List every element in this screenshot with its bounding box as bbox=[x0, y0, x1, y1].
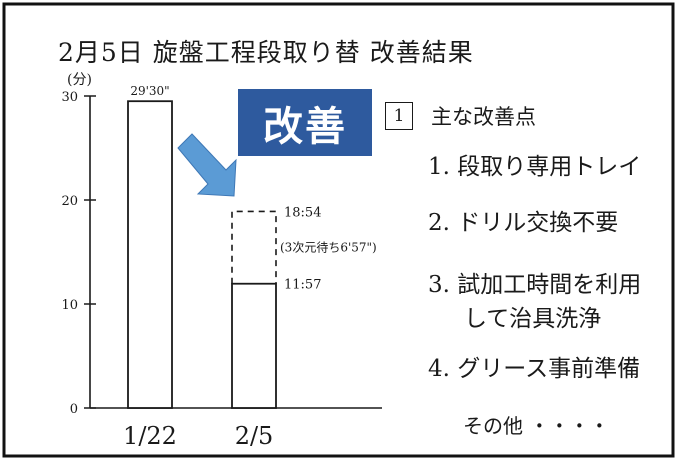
x-category-label: 2/5 bbox=[235, 422, 274, 450]
x-category-label: 1/22 bbox=[123, 422, 177, 450]
y-tick-label: 0 bbox=[70, 402, 78, 417]
y-ticks: 0 10 20 30 bbox=[61, 90, 96, 417]
improvement-badge: 改善 bbox=[238, 89, 372, 156]
section-title: 主な改善点 bbox=[431, 105, 536, 129]
annotation-arrow-icon bbox=[177, 133, 237, 197]
note-item-3-cont: して治具洗浄 bbox=[464, 306, 602, 332]
y-tick-label: 30 bbox=[61, 90, 78, 105]
note-item-4: 4. グリース事前準備 bbox=[428, 356, 641, 382]
note-item-1: 1. 段取り専用トレイ bbox=[428, 154, 642, 180]
chart-title: 2月5日 旋盤工程段取り替 改善結果 bbox=[58, 38, 474, 67]
bar-wait-dashed bbox=[231, 210, 277, 284]
bars bbox=[127, 100, 277, 409]
y-tick-label: 10 bbox=[61, 298, 78, 313]
dashed-top-label: 18:54 bbox=[284, 205, 321, 220]
section-number: 1 bbox=[385, 102, 413, 130]
note-item-2: 2. ドリル交換不要 bbox=[428, 210, 619, 236]
bar bbox=[127, 100, 173, 409]
wait-note: (3次元待ち6'57") bbox=[280, 241, 377, 255]
bar bbox=[231, 282, 277, 409]
bar-labels: 29'30" 11:57 18:54 (3次元待ち6'57") 1/22 2/5 bbox=[123, 84, 377, 450]
bar-value-label: 11:57 bbox=[284, 278, 321, 293]
bar-value-label: 29'30" bbox=[130, 84, 169, 98]
y-axis-unit: (分) bbox=[67, 72, 92, 88]
note-item-3: 3. 試加工時間を利用 bbox=[428, 272, 642, 298]
note-other: その他 ・・・・ bbox=[463, 414, 610, 438]
y-tick-label: 20 bbox=[61, 194, 78, 209]
